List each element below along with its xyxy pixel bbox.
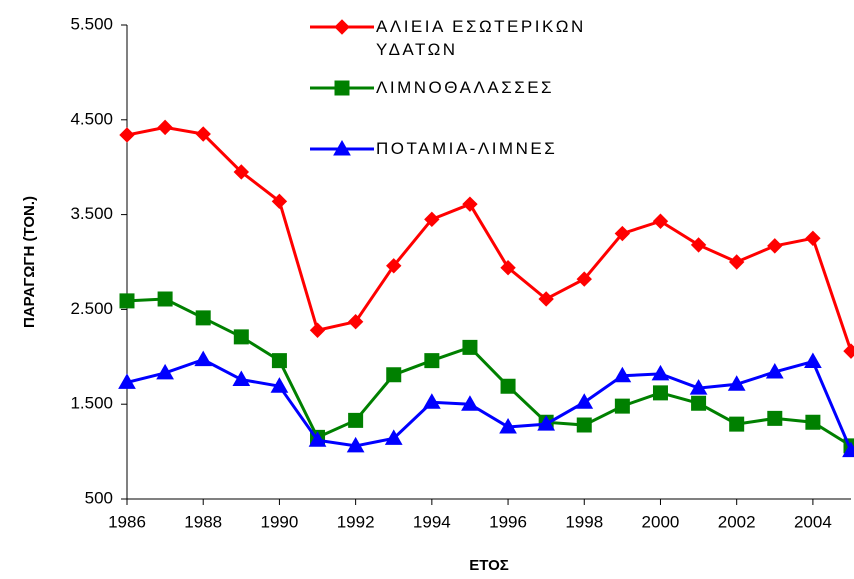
marker: [804, 352, 822, 369]
marker: [386, 367, 402, 383]
marker: [422, 393, 441, 409]
marker: [462, 339, 478, 355]
marker: [348, 412, 364, 428]
marker: [614, 225, 631, 242]
marker: [333, 139, 351, 156]
marker: [384, 429, 403, 445]
marker: [728, 254, 745, 270]
marker: [157, 119, 173, 136]
marker: [575, 393, 594, 409]
marker: [334, 80, 350, 96]
x-tick-label: 2002: [718, 512, 756, 531]
marker: [805, 230, 821, 247]
y-axis-label: ΠΑΡΑΓΩΓΗ (ΤΟΝ.): [21, 196, 38, 328]
marker: [613, 366, 632, 383]
marker: [271, 193, 288, 210]
marker: [765, 362, 784, 379]
x-tick-label: 1990: [261, 512, 299, 531]
x-tick-label: 1986: [108, 512, 146, 531]
marker: [346, 436, 365, 453]
marker: [233, 164, 250, 180]
marker: [309, 322, 326, 338]
marker: [842, 441, 854, 458]
marker: [347, 314, 364, 330]
y-tick-label: 3.500: [70, 204, 113, 223]
marker: [651, 364, 670, 381]
marker: [767, 238, 783, 254]
x-tick-label: 2004: [794, 512, 832, 531]
y-tick-label: 1.500: [70, 394, 113, 413]
marker: [271, 353, 287, 369]
x-axis-label: ΕΤΟΣ: [469, 557, 509, 574]
y-tick-label: 4.500: [70, 109, 113, 128]
marker: [727, 375, 746, 391]
marker: [576, 271, 592, 287]
marker: [462, 196, 478, 212]
legend-item: ΛΙΜΝΟΘΑΛΑΣΣΕΣ: [308, 76, 646, 99]
marker: [195, 126, 211, 142]
marker: [576, 417, 592, 433]
x-tick-label: 1996: [489, 512, 527, 531]
marker: [843, 343, 854, 359]
legend-label: ΑΛΙΕΙΑ ΕΣΩΤΕΡΙΚΩΝ ΥΔΑΤΩΝ: [376, 17, 586, 59]
marker: [767, 410, 783, 426]
marker: [118, 373, 136, 389]
legend-label: ΠΟΤΑΜΙΑ-ΛΙΜΝΕΣ: [376, 139, 558, 158]
legend-label: ΛΙΜΝΟΘΑΛΑΣΣΕΣ: [376, 78, 555, 97]
marker: [119, 293, 135, 309]
marker: [424, 353, 440, 369]
x-tick-label: 1994: [413, 512, 451, 531]
series-line: [126, 125, 853, 352]
marker: [461, 395, 479, 411]
legend-swatch: [310, 19, 374, 35]
marker: [270, 377, 289, 393]
marker: [119, 127, 135, 143]
legend-item: ΑΛΙΕΙΑ ΕΣΩΤΕΡΙΚΩΝ ΥΔΑΤΩΝ: [308, 15, 646, 61]
marker: [652, 385, 668, 401]
marker: [537, 415, 556, 431]
marker: [689, 379, 708, 395]
marker: [194, 350, 213, 367]
marker: [157, 291, 173, 307]
x-tick-label: 1992: [337, 512, 375, 531]
x-tick-label: 1998: [565, 512, 603, 531]
marker: [690, 237, 707, 253]
marker: [500, 378, 516, 394]
series-line: [126, 358, 853, 452]
x-tick-label: 1988: [184, 512, 222, 531]
marker: [156, 363, 174, 380]
marker: [308, 431, 327, 447]
marker: [538, 291, 554, 307]
y-tick-label: 2.500: [70, 299, 113, 318]
y-tick-label: 5.500: [70, 14, 113, 33]
marker: [729, 416, 745, 432]
marker: [614, 398, 630, 414]
marker: [500, 259, 516, 276]
legend-swatch: [310, 80, 374, 96]
legend-swatch: [310, 139, 374, 156]
marker: [499, 417, 517, 434]
y-tick-label: 500: [85, 488, 113, 507]
marker: [691, 395, 707, 411]
marker: [233, 329, 249, 345]
marker: [195, 310, 211, 326]
legend-item: ΠΟΤΑΜΙΑ-ΛΙΜΝΕΣ: [308, 137, 646, 160]
marker: [334, 19, 350, 35]
marker: [652, 213, 669, 229]
marker: [386, 258, 402, 274]
x-tick-label: 2000: [642, 512, 680, 531]
marker: [232, 370, 251, 387]
marker: [424, 211, 440, 228]
marker: [805, 414, 821, 430]
